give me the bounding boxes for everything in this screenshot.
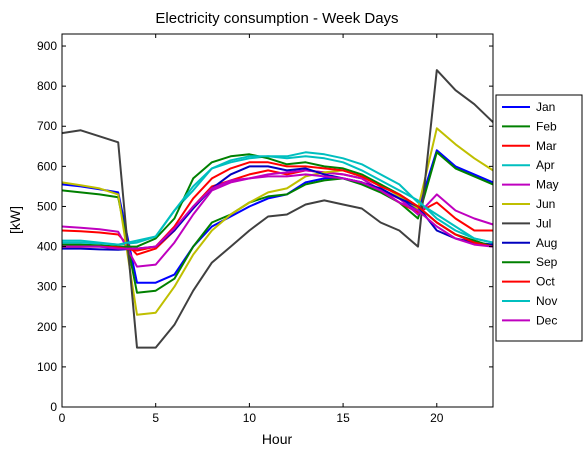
y-axis-label: [kW] bbox=[7, 206, 23, 234]
y-tick-label: 800 bbox=[37, 79, 57, 93]
y-tick-label: 0 bbox=[50, 400, 57, 414]
series-line-dec bbox=[62, 173, 494, 250]
y-tick-label: 500 bbox=[37, 199, 57, 213]
y-tick-label: 400 bbox=[37, 240, 57, 254]
x-tick-label: 0 bbox=[59, 411, 66, 425]
x-tick-label: 5 bbox=[152, 411, 159, 425]
legend: Jan Feb Mar Apr May Jun Jul Aug Sep Oct Nov Dec bbox=[495, 94, 583, 342]
x-tick-label: 20 bbox=[430, 411, 444, 425]
series-line-feb bbox=[61, 151, 494, 294]
legend-label: Feb bbox=[536, 119, 557, 133]
legend-label: Dec bbox=[536, 313, 557, 327]
legend-label: Apr bbox=[536, 158, 555, 172]
y-tick-label: 600 bbox=[37, 159, 57, 173]
legend-label: Jul bbox=[536, 216, 551, 230]
x-tick-label: 10 bbox=[243, 411, 257, 425]
x-tick-label: 15 bbox=[336, 411, 350, 425]
legend-label: Sep bbox=[536, 255, 558, 269]
x-axis-label: Hour bbox=[262, 431, 293, 447]
series-line-jun bbox=[61, 127, 494, 316]
chart-title: Electricity consumption - Week Days bbox=[155, 10, 398, 27]
legend-label: Jan bbox=[536, 100, 555, 114]
plot-frame bbox=[61, 33, 494, 408]
legend-label: Jun bbox=[536, 197, 555, 211]
y-tick-label: 900 bbox=[37, 39, 57, 53]
y-tick-label: 700 bbox=[37, 119, 57, 133]
series-line-nov bbox=[62, 155, 494, 246]
legend-label: Mar bbox=[536, 139, 557, 153]
legend-label: Aug bbox=[536, 236, 557, 250]
y-tick-label: 100 bbox=[37, 360, 57, 374]
legend-label: May bbox=[536, 178, 559, 192]
series-line-jul bbox=[61, 69, 494, 349]
series-line-oct bbox=[62, 161, 494, 252]
y-tick-label: 200 bbox=[37, 320, 57, 334]
legend-label: Nov bbox=[536, 294, 557, 308]
legend-label: Oct bbox=[536, 275, 555, 289]
y-tick-label: 300 bbox=[37, 280, 57, 294]
